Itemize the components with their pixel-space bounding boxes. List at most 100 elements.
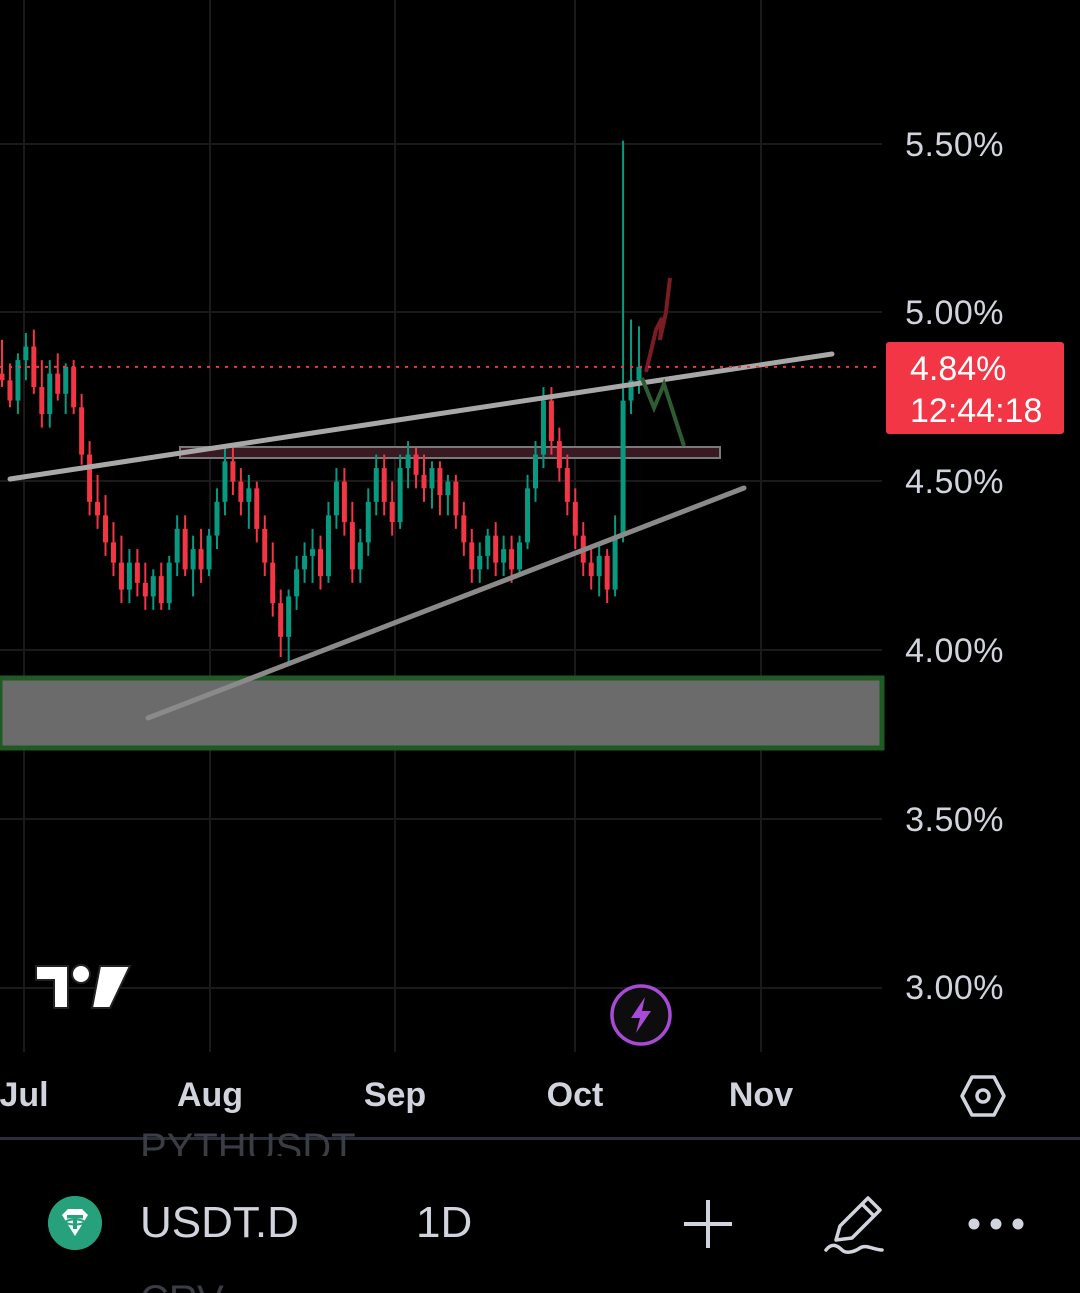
candle-up <box>477 555 483 570</box>
candle-up <box>357 542 363 570</box>
candle-down <box>95 501 101 516</box>
y-tick-label: 4.00% <box>905 632 1004 670</box>
candle-down <box>318 549 323 577</box>
candle-down <box>118 562 124 590</box>
candle-down <box>493 535 499 563</box>
candle-up <box>206 535 212 570</box>
scrolled-symbol-below: CRV <box>140 1278 224 1293</box>
pencil-icon[interactable] <box>822 1190 886 1256</box>
bar-countdown: 12:44:18 <box>910 392 1043 430</box>
y-tick-label: 3.00% <box>905 969 1004 1007</box>
plus-icon[interactable] <box>680 1196 736 1252</box>
candle-up <box>302 555 308 570</box>
support-zone[interactable] <box>0 675 885 751</box>
candle-down <box>31 346 37 388</box>
candle-up <box>166 562 172 604</box>
candle-up <box>620 400 626 536</box>
candle-up <box>365 501 371 543</box>
x-tick-label: Jul <box>0 1076 49 1114</box>
candle-down <box>421 474 427 489</box>
candle-up <box>150 576 156 597</box>
panel-divider <box>0 1137 1080 1140</box>
candle-up <box>525 488 531 543</box>
candle-up <box>47 373 53 415</box>
candle-up <box>246 488 252 502</box>
chart-grid <box>0 0 882 1052</box>
upper-trend-line[interactable] <box>7 351 835 482</box>
candle-down <box>55 373 61 394</box>
candle-down <box>87 454 93 502</box>
tether-icon <box>48 1196 102 1250</box>
candle-down <box>182 528 188 570</box>
candle-down <box>79 407 85 455</box>
candle-up <box>15 360 21 401</box>
candle-up <box>294 569 300 597</box>
projection-down-path[interactable] <box>640 377 686 447</box>
candle-down <box>142 582 148 597</box>
candle-down <box>556 441 562 469</box>
candle-up <box>214 501 220 536</box>
candle-down <box>230 461 236 482</box>
lower-trend-line[interactable] <box>145 485 747 721</box>
interval-button[interactable]: 1D <box>416 1198 473 1247</box>
candle-down <box>572 501 578 536</box>
settings-icon[interactable] <box>960 1073 1006 1119</box>
candle-up <box>636 366 642 381</box>
y-tick-label: 5.00% <box>905 294 1004 332</box>
more-icon[interactable] <box>966 1206 1026 1242</box>
candle-up <box>501 549 507 563</box>
candle-up <box>596 555 602 577</box>
tradingview-logo <box>35 964 132 1009</box>
candle-up <box>405 454 411 469</box>
candle-down <box>413 454 419 475</box>
candle-down <box>254 488 260 529</box>
candle-down <box>262 528 268 563</box>
candle-down <box>381 468 387 502</box>
candle-up <box>397 468 403 523</box>
candle-down <box>341 481 347 523</box>
candle-up <box>222 461 228 502</box>
candle-down <box>158 576 164 604</box>
candle-down <box>564 468 570 502</box>
y-tick-label: 4.50% <box>905 463 1004 501</box>
candle-up <box>325 515 331 577</box>
lightning-icon[interactable] <box>609 983 673 1047</box>
candle-down <box>278 603 284 637</box>
candle-up <box>429 468 435 489</box>
candle-up <box>612 535 618 590</box>
candle-down <box>604 555 610 590</box>
candle-up <box>286 596 292 637</box>
projection-up-path[interactable] <box>644 277 672 373</box>
price-chart[interactable] <box>0 0 1080 1140</box>
candle-up <box>485 535 491 556</box>
candle-up <box>126 562 132 590</box>
candle-down <box>437 468 443 496</box>
candle-down <box>103 515 109 543</box>
candle-up <box>532 454 538 489</box>
candle-down <box>469 542 475 570</box>
candle-down <box>238 481 244 502</box>
y-tick-label: 5.50% <box>905 126 1004 164</box>
candle-up <box>517 542 523 570</box>
candle-down <box>0 373 5 381</box>
symbol-button[interactable]: USDT.D <box>140 1198 299 1247</box>
x-tick-label: Sep <box>363 1076 427 1114</box>
x-tick-label: Oct <box>546 1076 604 1114</box>
candle-up <box>23 346 29 361</box>
candle-up <box>174 528 180 563</box>
resistance-zone[interactable] <box>179 446 721 459</box>
candle-down <box>588 562 594 577</box>
candle-series <box>0 140 642 664</box>
candle-down <box>509 549 515 570</box>
candle-down <box>349 522 355 570</box>
last-price-tag: 4.84% 12:44:18 <box>886 342 1064 434</box>
candle-down <box>110 542 116 563</box>
candle-down <box>198 549 204 570</box>
candle-up <box>628 380 634 401</box>
candle-down <box>453 481 459 516</box>
candle-down <box>134 562 140 583</box>
candle-up <box>540 400 546 455</box>
candle-down <box>548 400 554 442</box>
candle-up <box>373 468 379 502</box>
candle-down <box>461 515 467 543</box>
